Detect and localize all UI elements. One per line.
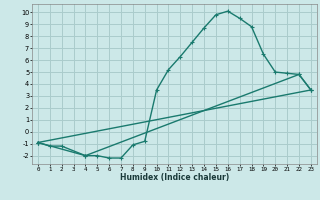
X-axis label: Humidex (Indice chaleur): Humidex (Indice chaleur) [120, 173, 229, 182]
